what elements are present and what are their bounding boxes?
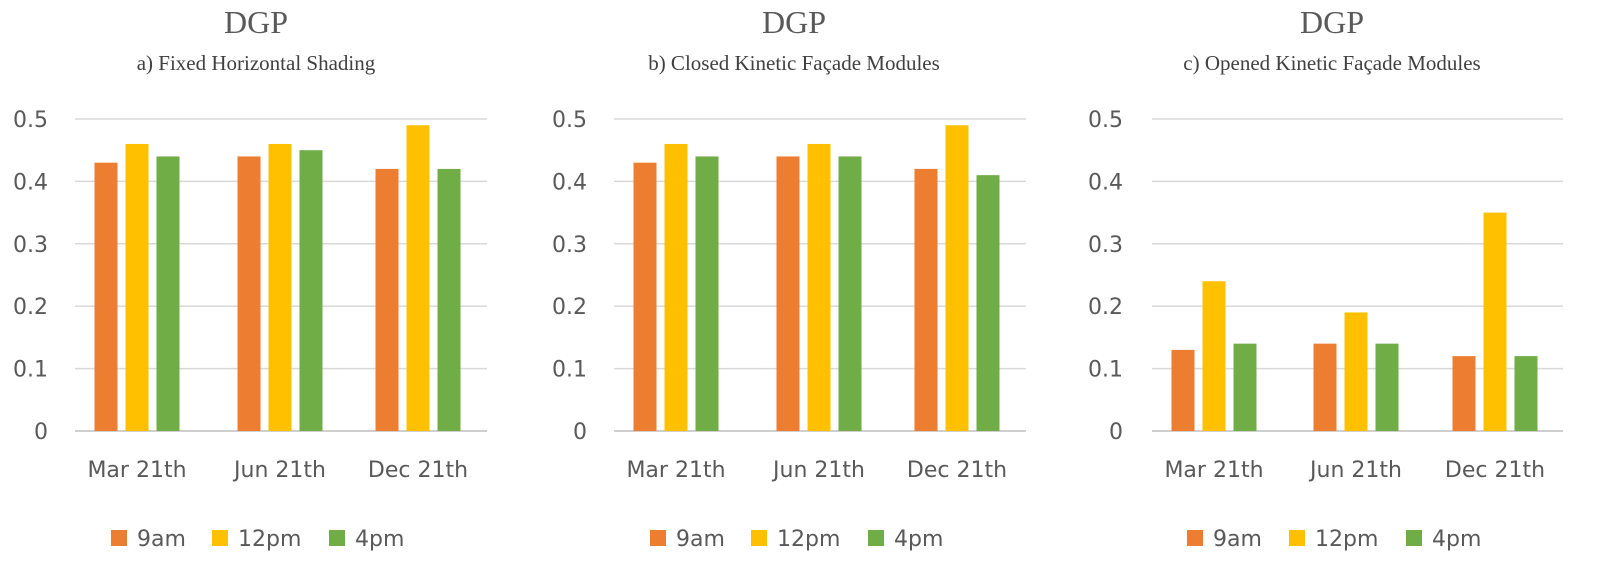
x-category-label: Mar 21th [626, 458, 725, 483]
legend-swatch-9am [650, 530, 666, 546]
legend-swatch-9am [111, 530, 127, 546]
legend-label: 12pm [1315, 527, 1378, 552]
legend-swatch-9am [1187, 530, 1203, 546]
legend-swatch-12pm [1289, 530, 1305, 546]
y-tick-label: 0.3 [13, 233, 48, 258]
chart-subtitle: c) Opened Kinetic Façade Modules [1183, 51, 1480, 75]
legend-label: 12pm [777, 527, 840, 552]
bar-9am-1 [1171, 349, 1195, 431]
legend-swatch-12pm [212, 530, 228, 546]
bar-9am-2 [1313, 343, 1337, 431]
y-tick-label: 0.3 [552, 233, 587, 258]
y-tick-label: 0.1 [552, 358, 587, 383]
legend-swatch-4pm [329, 530, 345, 546]
bar-4pm-2 [838, 156, 862, 431]
x-category-label: Dec 21th [1445, 458, 1545, 483]
y-tick-label: 0.1 [1088, 358, 1123, 383]
y-tick-label: 0.5 [552, 108, 587, 133]
chart-panel-2: DGP b) Closed Kinetic Façade Modules 0 0.1 0… [552, 4, 1026, 552]
bar-12pm-2 [1344, 312, 1368, 431]
legend-label: 4pm [894, 527, 943, 552]
bar-12pm-3 [1483, 212, 1507, 431]
bar-12pm-2 [268, 143, 292, 431]
bar-12pm-2 [807, 143, 831, 431]
legend-swatch-12pm [751, 530, 767, 546]
legend-label: 4pm [1432, 527, 1481, 552]
bar-9am-1 [94, 162, 118, 431]
legend-label: 9am [137, 527, 186, 552]
y-tick-label: 0.2 [1088, 295, 1123, 320]
x-category-label: Jun 21th [1308, 458, 1402, 483]
bar-4pm-3 [1514, 356, 1538, 431]
bar-9am-1 [633, 162, 657, 431]
bar-4pm-1 [156, 156, 180, 431]
y-tick-label: 0.1 [13, 358, 48, 383]
y-tick-label: 0.4 [13, 170, 48, 195]
bar-4pm-1 [695, 156, 719, 431]
bar-4pm-1 [1233, 343, 1257, 431]
chart-title: DGP [1300, 4, 1364, 40]
y-tick-label: 0 [573, 420, 587, 445]
legend-label: 4pm [355, 527, 404, 552]
chart-subtitle: a) Fixed Horizontal Shading [137, 51, 376, 75]
y-tick-label: 0.4 [552, 170, 587, 195]
legend-swatch-4pm [1406, 530, 1422, 546]
legend-swatch-4pm [868, 530, 884, 546]
x-category-label: Jun 21th [232, 458, 326, 483]
y-tick-label: 0.3 [1088, 233, 1123, 258]
bar-9am-3 [914, 168, 938, 432]
x-category-label: Mar 21th [87, 458, 186, 483]
legend-label: 9am [1213, 527, 1262, 552]
legend-label: 12pm [238, 527, 301, 552]
bar-9am-3 [1452, 356, 1476, 431]
bar-4pm-3 [437, 168, 461, 432]
chart-panel-3: DGP c) Opened Kinetic Façade Modules 0 0.1 0… [1088, 4, 1563, 552]
chart-subtitle: b) Closed Kinetic Façade Modules [648, 51, 940, 75]
y-tick-label: 0.4 [1088, 170, 1123, 195]
y-tick-label: 0 [34, 420, 48, 445]
bar-12pm-1 [664, 143, 688, 431]
y-tick-label: 0.5 [13, 108, 48, 133]
y-tick-label: 0 [1109, 420, 1123, 445]
bar-9am-2 [776, 156, 800, 431]
chart-panel-1: DGP a) Fixed Horizontal Shading 0 0.1 0.2 0.3… [13, 4, 487, 552]
x-category-label: Dec 21th [368, 458, 468, 483]
legend-label: 9am [676, 527, 725, 552]
bar-4pm-2 [1375, 343, 1399, 431]
bar-4pm-2 [299, 150, 323, 431]
x-category-label: Mar 21th [1164, 458, 1263, 483]
bar-12pm-1 [125, 143, 149, 431]
bar-9am-2 [237, 156, 261, 431]
y-tick-label: 0.5 [1088, 108, 1123, 133]
chart-title: DGP [224, 4, 288, 40]
bar-4pm-3 [976, 175, 1000, 431]
y-tick-label: 0.2 [552, 295, 587, 320]
x-category-label: Dec 21th [907, 458, 1007, 483]
bar-12pm-3 [945, 125, 969, 432]
bar-9am-3 [375, 168, 399, 432]
chart-title: DGP [762, 4, 826, 40]
bar-12pm-1 [1202, 281, 1226, 431]
x-category-label: Jun 21th [771, 458, 865, 483]
bar-12pm-3 [406, 125, 430, 432]
y-tick-label: 0.2 [13, 295, 48, 320]
